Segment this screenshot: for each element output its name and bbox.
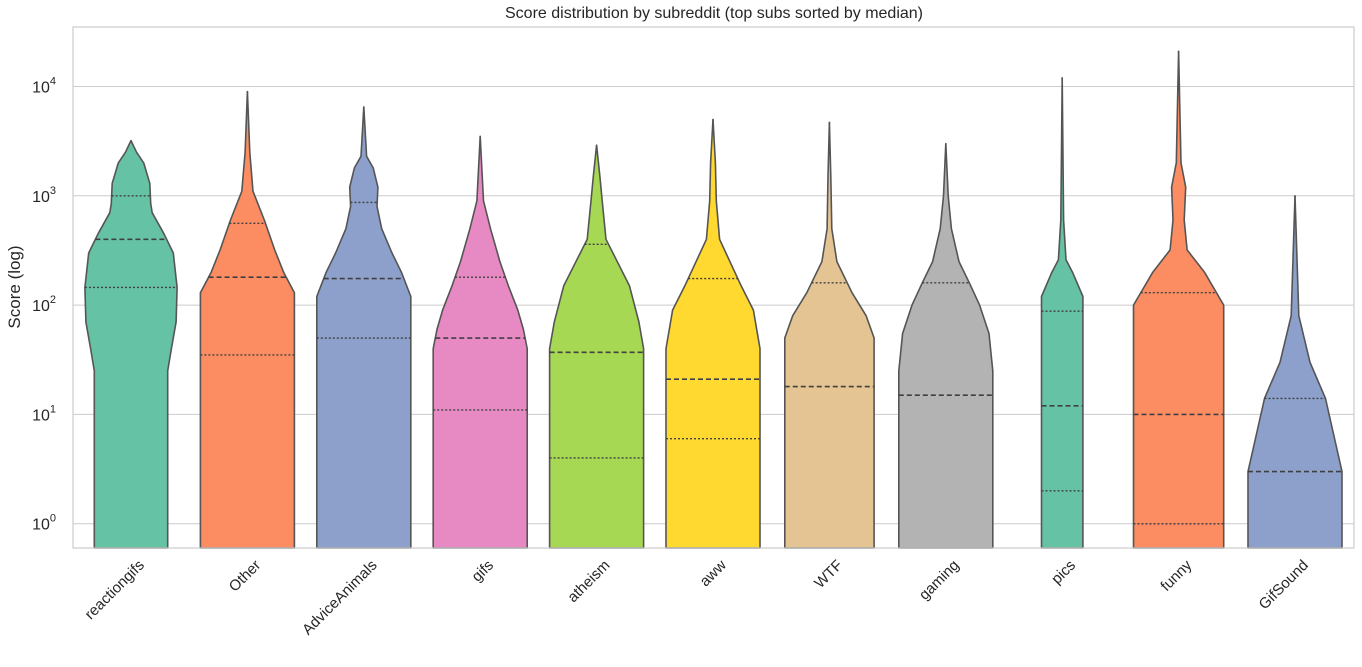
violin-body-funny [1132,50,1225,549]
y-tick-label-1: 101 [32,403,56,424]
y-tick-exponent: 1 [50,403,56,415]
violin-reactiongifs [84,139,178,549]
violin-gifs [432,135,528,549]
y-tick-exponent: 2 [50,294,56,306]
violin-atheism [548,144,645,549]
chart-title: Score distribution by subreddit (top sub… [505,5,923,22]
x-tick-label-AdviceAnimals: AdviceAnimals [299,557,381,639]
x-axis-ticks: reactiongifs Other AdviceAnimals gifs atheis… [82,556,1312,638]
x-tick-label-GifSound: GifSound [1256,557,1312,613]
x-tick-label-funny: funny [1157,556,1195,594]
x-tick-label-aww: aww [697,557,730,590]
violin-body-reactiongifs [84,139,178,549]
violin-AdviceAnimals [316,106,412,549]
x-tick-label-gifs: gifs [469,557,498,586]
violin-pics [1040,77,1084,549]
y-tick-label-0: 100 [32,513,56,534]
y-tick-label-2: 102 [32,294,56,315]
y-tick-exponent: 4 [50,75,56,87]
violin-GifSound [1247,195,1343,549]
x-tick-label-gaming: gaming [916,557,963,604]
y-tick-base: 10 [32,517,50,534]
violin-gaming [898,142,994,549]
violin-body-gaming [898,142,994,549]
y-tick-label-3: 103 [32,185,56,206]
y-tick-base: 10 [32,298,50,315]
violin-body-aww [665,118,761,549]
violin-body-AdviceAnimals [316,106,412,549]
violins [84,50,1343,549]
y-tick-label-4: 104 [32,75,56,96]
violin-WTF [784,121,875,549]
plot-frame [72,26,1355,549]
x-tick-label-atheism: atheism [564,557,613,606]
violin-body-gifs [432,135,528,549]
y-tick-base: 10 [32,189,50,206]
y-tick-exponent: 0 [50,513,56,525]
x-tick-label-Other: Other [226,557,265,596]
violin-aww [665,118,761,549]
violin-Other [199,90,296,549]
y-tick-base: 10 [32,79,50,96]
violin-body-GifSound [1247,195,1343,549]
violin-body-WTF [784,121,875,549]
x-tick-label-reactiongifs: reactiongifs [82,557,148,623]
y-tick-base: 10 [32,407,50,424]
violin-body-pics [1040,77,1084,549]
violin-body-atheism [548,144,645,549]
x-tick-label-WTF: WTF [811,557,846,592]
y-tick-exponent: 3 [50,185,56,197]
violin-body-Other [199,90,296,549]
y-axis-label: Score (log) [5,245,24,328]
x-tick-label-pics: pics [1048,557,1079,588]
violin-funny [1132,50,1225,549]
